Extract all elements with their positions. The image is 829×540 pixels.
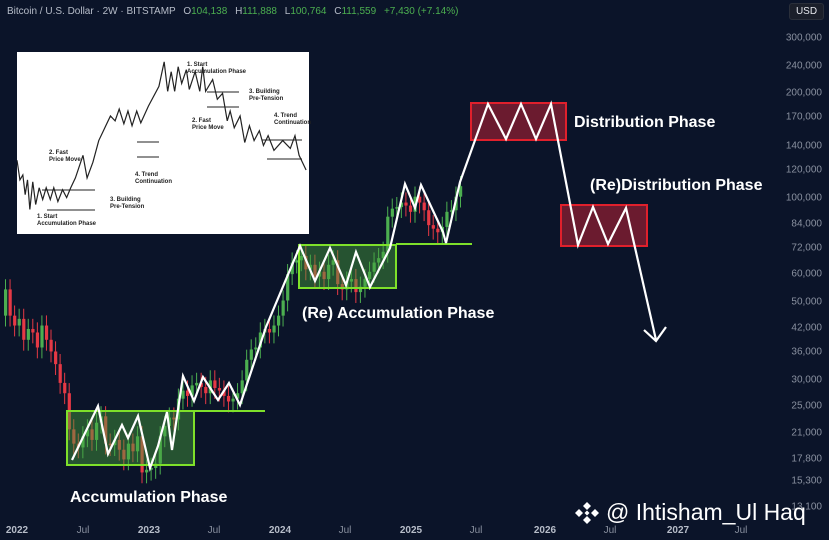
inset-label: 2. Fast Price Move (192, 118, 224, 131)
price-tick: 170,000 (785, 111, 822, 123)
symbol-title: Bitcoin / U.S. Dollar · 2W · BITSTAMP (7, 6, 176, 17)
price-tick: 240,000 (785, 60, 822, 72)
price-tick: 30,000 (791, 374, 822, 386)
symbol-header: Bitcoin / U.S. Dollar · 2W · BITSTAMP O1… (7, 6, 459, 17)
high-value: 111,888 (242, 6, 277, 17)
time-tick: 2023 (137, 525, 161, 536)
time-tick: 2024 (268, 525, 292, 536)
close-value: 111,559 (341, 6, 377, 17)
re-accumulation-phase-label: (Re) Accumulation Phase (302, 305, 495, 322)
price-tick: 60,000 (791, 268, 822, 280)
time-tick: Jul (734, 525, 748, 536)
time-tick: Jul (603, 525, 617, 536)
watermark: @ Ihtisham_Ul Haq (574, 499, 806, 526)
price-tick: 140,000 (785, 140, 822, 152)
price-tick: 50,000 (791, 296, 822, 308)
inset-label: 1. Start Accumulation Phase (187, 62, 247, 75)
price-tick: 120,000 (785, 164, 822, 176)
time-tick: Jul (469, 525, 483, 536)
price-tick: 17,800 (791, 453, 822, 465)
inset-label: 3. Building Pre-Tension (110, 197, 145, 210)
price-tick: 21,000 (791, 427, 822, 439)
price-tick: 84,000 (791, 218, 822, 230)
price-tick: 36,000 (791, 346, 822, 358)
open-value: 104,138 (191, 6, 228, 17)
re-distribution-phase-label: (Re)Distribution Phase (590, 177, 763, 194)
time-tick: 2027 (666, 525, 690, 536)
time-tick: Jul (338, 525, 352, 536)
inset-label: 2. Fast Price Move (49, 150, 81, 163)
time-tick: 2026 (533, 525, 557, 536)
time-tick: Jul (76, 525, 90, 536)
low-value: 100,764 (290, 6, 327, 17)
price-tick: 300,000 (785, 32, 822, 44)
binance-logo-icon (575, 501, 599, 524)
price-tick: 25,000 (791, 400, 822, 412)
inset-label: 4. Trend Continuation (135, 172, 172, 185)
inset-label: 3. Building Pre-Tension (249, 89, 284, 102)
price-tick: 42,000 (791, 322, 822, 334)
price-tick: 100,000 (785, 192, 822, 204)
change-value: +7,430 (+7.14%) (383, 6, 459, 17)
accumulation-phase-label: Accumulation Phase (70, 489, 228, 506)
price-axis[interactable]: 300,000 240,000 200,000 170,000 140,000 120,0… (777, 0, 829, 540)
price-tick: 13,100 (791, 501, 822, 513)
watermark-text: @ Ihtisham_Ul Haq (606, 499, 806, 525)
price-tick: 15,300 (791, 475, 822, 487)
time-tick: Jul (207, 525, 221, 536)
time-tick: 2025 (399, 525, 423, 536)
currency-button[interactable]: USD (789, 3, 824, 20)
price-tick: 200,000 (785, 87, 822, 99)
inset-label: 1. Start Accumulation Phase (37, 214, 97, 227)
distribution-phase-label: Distribution Phase (574, 114, 716, 131)
inset-pattern-drawing (16, 61, 307, 211)
inset-label: 4. Trend Continuation (274, 113, 311, 126)
price-tick: 72,000 (791, 242, 822, 254)
time-tick: 2022 (5, 525, 29, 536)
inset-diagram: 1. Start Accumulation Phase 2. Fast Pric… (16, 52, 311, 234)
